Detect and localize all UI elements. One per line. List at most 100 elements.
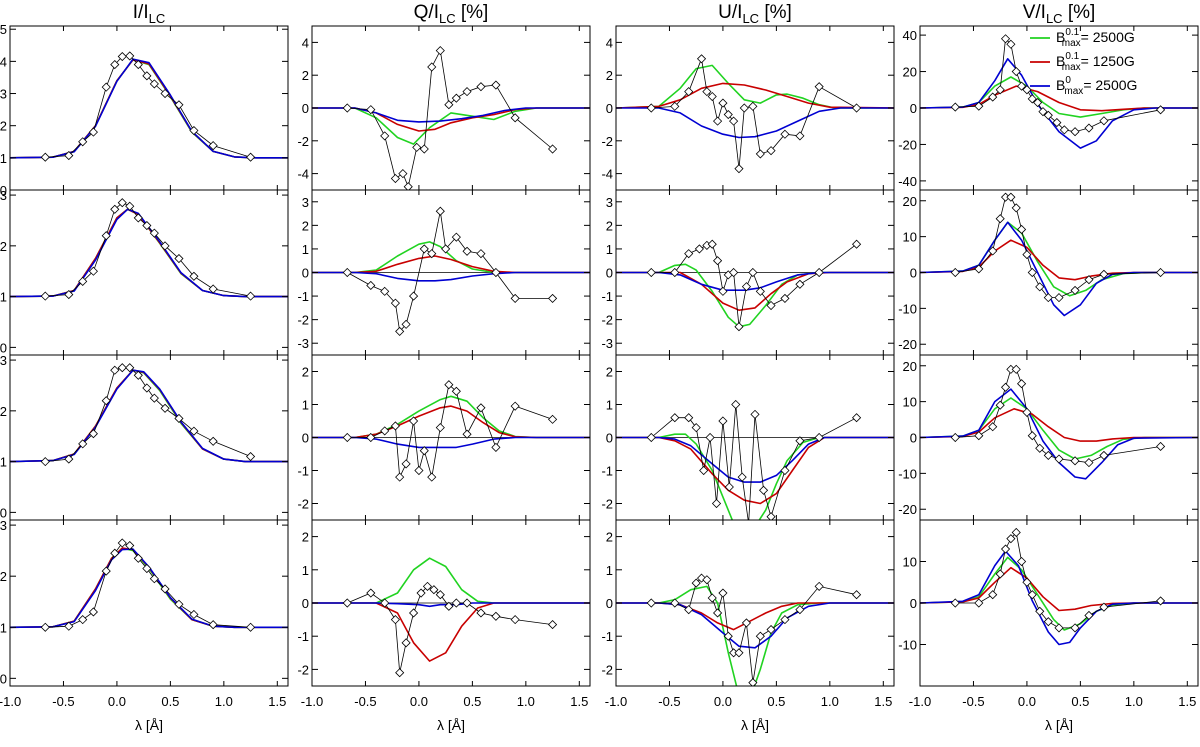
y-tick-label: -2	[297, 662, 309, 677]
observed-point	[395, 668, 405, 678]
observed-point	[401, 459, 411, 469]
model-line-red	[10, 547, 288, 629]
observed-point	[40, 457, 50, 467]
x-tick-label: 0.5	[767, 694, 785, 709]
panel-q-row1: -4 -2 0 2 4	[297, 25, 591, 191]
y-tick-label: 1	[606, 398, 613, 413]
model-line-green	[616, 585, 894, 686]
y-tick-label: 1	[302, 398, 309, 413]
observed-point	[149, 393, 159, 403]
observed-point	[451, 232, 461, 242]
column-title-q: Q/ILC [%]	[414, 2, 489, 26]
observed-point	[444, 100, 454, 110]
model-line-green	[312, 395, 590, 439]
observed-point	[723, 109, 733, 120]
observed-point	[950, 102, 960, 112]
observed-point	[208, 284, 218, 294]
y-tick-label: 2	[606, 530, 613, 545]
observed-point	[670, 267, 680, 278]
observed-point	[766, 624, 776, 635]
observed-point	[1011, 527, 1021, 538]
observed-point	[409, 416, 419, 426]
model-line-blue	[312, 602, 590, 608]
observed-point	[208, 436, 218, 446]
observed-point	[766, 512, 776, 520]
x-tick-label: 1.5	[268, 694, 286, 709]
y-tick-label: 0	[910, 101, 917, 116]
observed-point	[451, 93, 461, 103]
observed-point	[427, 62, 437, 72]
observed-point	[1017, 379, 1027, 389]
observed-point	[691, 423, 701, 433]
observed-point	[988, 92, 998, 102]
y-tick-label: 2	[302, 365, 309, 380]
x-axis-label: λ [Å]	[437, 717, 465, 733]
model-line-red	[920, 566, 1198, 612]
y-tick-label: 10	[903, 230, 917, 245]
y-tick-label: 20	[903, 65, 917, 80]
observed-point	[160, 241, 170, 251]
y-tick-label: -2	[297, 497, 309, 512]
observed-point	[684, 605, 694, 615]
observed-point	[88, 607, 98, 617]
observed-point	[1043, 293, 1053, 303]
panel-frame	[9, 519, 289, 687]
model-line-red	[920, 239, 1198, 281]
panel-u-row2: -3 -2 -1 0 1 2 3	[601, 189, 895, 356]
x-tick-label: -0.5	[658, 694, 680, 709]
observed-point	[1000, 382, 1011, 392]
y-tick-label: -2	[601, 662, 613, 677]
observed-point	[174, 100, 184, 110]
observed-point	[950, 267, 960, 278]
observed-point	[1006, 192, 1016, 202]
observed-point	[995, 85, 1005, 95]
observed-point	[852, 239, 862, 249]
y-tick-label: 0	[302, 266, 309, 281]
y-tick-label: 2	[0, 404, 7, 419]
observed-point	[1070, 623, 1080, 633]
column-title-i: I/ILC	[133, 2, 165, 26]
y-tick-label: -2	[297, 313, 309, 328]
observed-point	[548, 144, 558, 154]
y-tick-label: 0	[302, 101, 309, 116]
model-line-blue	[10, 369, 288, 463]
y-tick-label: -1	[601, 464, 613, 479]
panel-v-row3: -20 -10 0 10 20	[898, 354, 1199, 521]
observed-point	[133, 553, 143, 563]
y-tick-label: -2	[601, 313, 613, 328]
observed-point	[1099, 602, 1109, 612]
observed-point	[1000, 544, 1011, 554]
observed-point	[1006, 39, 1016, 49]
model-line-green	[920, 556, 1198, 631]
observed-point	[491, 611, 501, 621]
y-tick-label: 0	[606, 266, 613, 281]
y-tick-label: -4	[601, 167, 613, 182]
observed-point	[1038, 107, 1048, 117]
panel-frame	[9, 25, 289, 191]
observed-point	[1027, 431, 1037, 441]
observed-point	[208, 620, 218, 630]
model-line-blue	[616, 436, 894, 483]
observed-point	[734, 648, 744, 658]
observed-point	[995, 214, 1005, 224]
y-tick-label: -10	[898, 638, 917, 653]
y-tick-label: -1	[297, 464, 309, 479]
y-tick-label: 2	[0, 569, 7, 584]
observed-point	[1054, 623, 1064, 633]
y-tick-label: -20	[898, 337, 917, 352]
observed-point	[670, 413, 680, 423]
observed-point	[684, 413, 694, 423]
model-line-green	[312, 241, 590, 274]
observed-point	[117, 538, 127, 548]
observed-point	[713, 608, 723, 618]
panel-q-row3: -2 -1 0 1 2	[297, 354, 591, 521]
y-tick-label: 0	[606, 101, 613, 116]
model-line-blue	[616, 271, 894, 292]
observed-point	[670, 101, 680, 111]
observed-point	[1043, 450, 1053, 461]
observed-point	[342, 598, 352, 608]
observed-point	[750, 409, 760, 419]
observed-point	[780, 293, 790, 303]
y-tick-label: -2	[601, 497, 613, 512]
